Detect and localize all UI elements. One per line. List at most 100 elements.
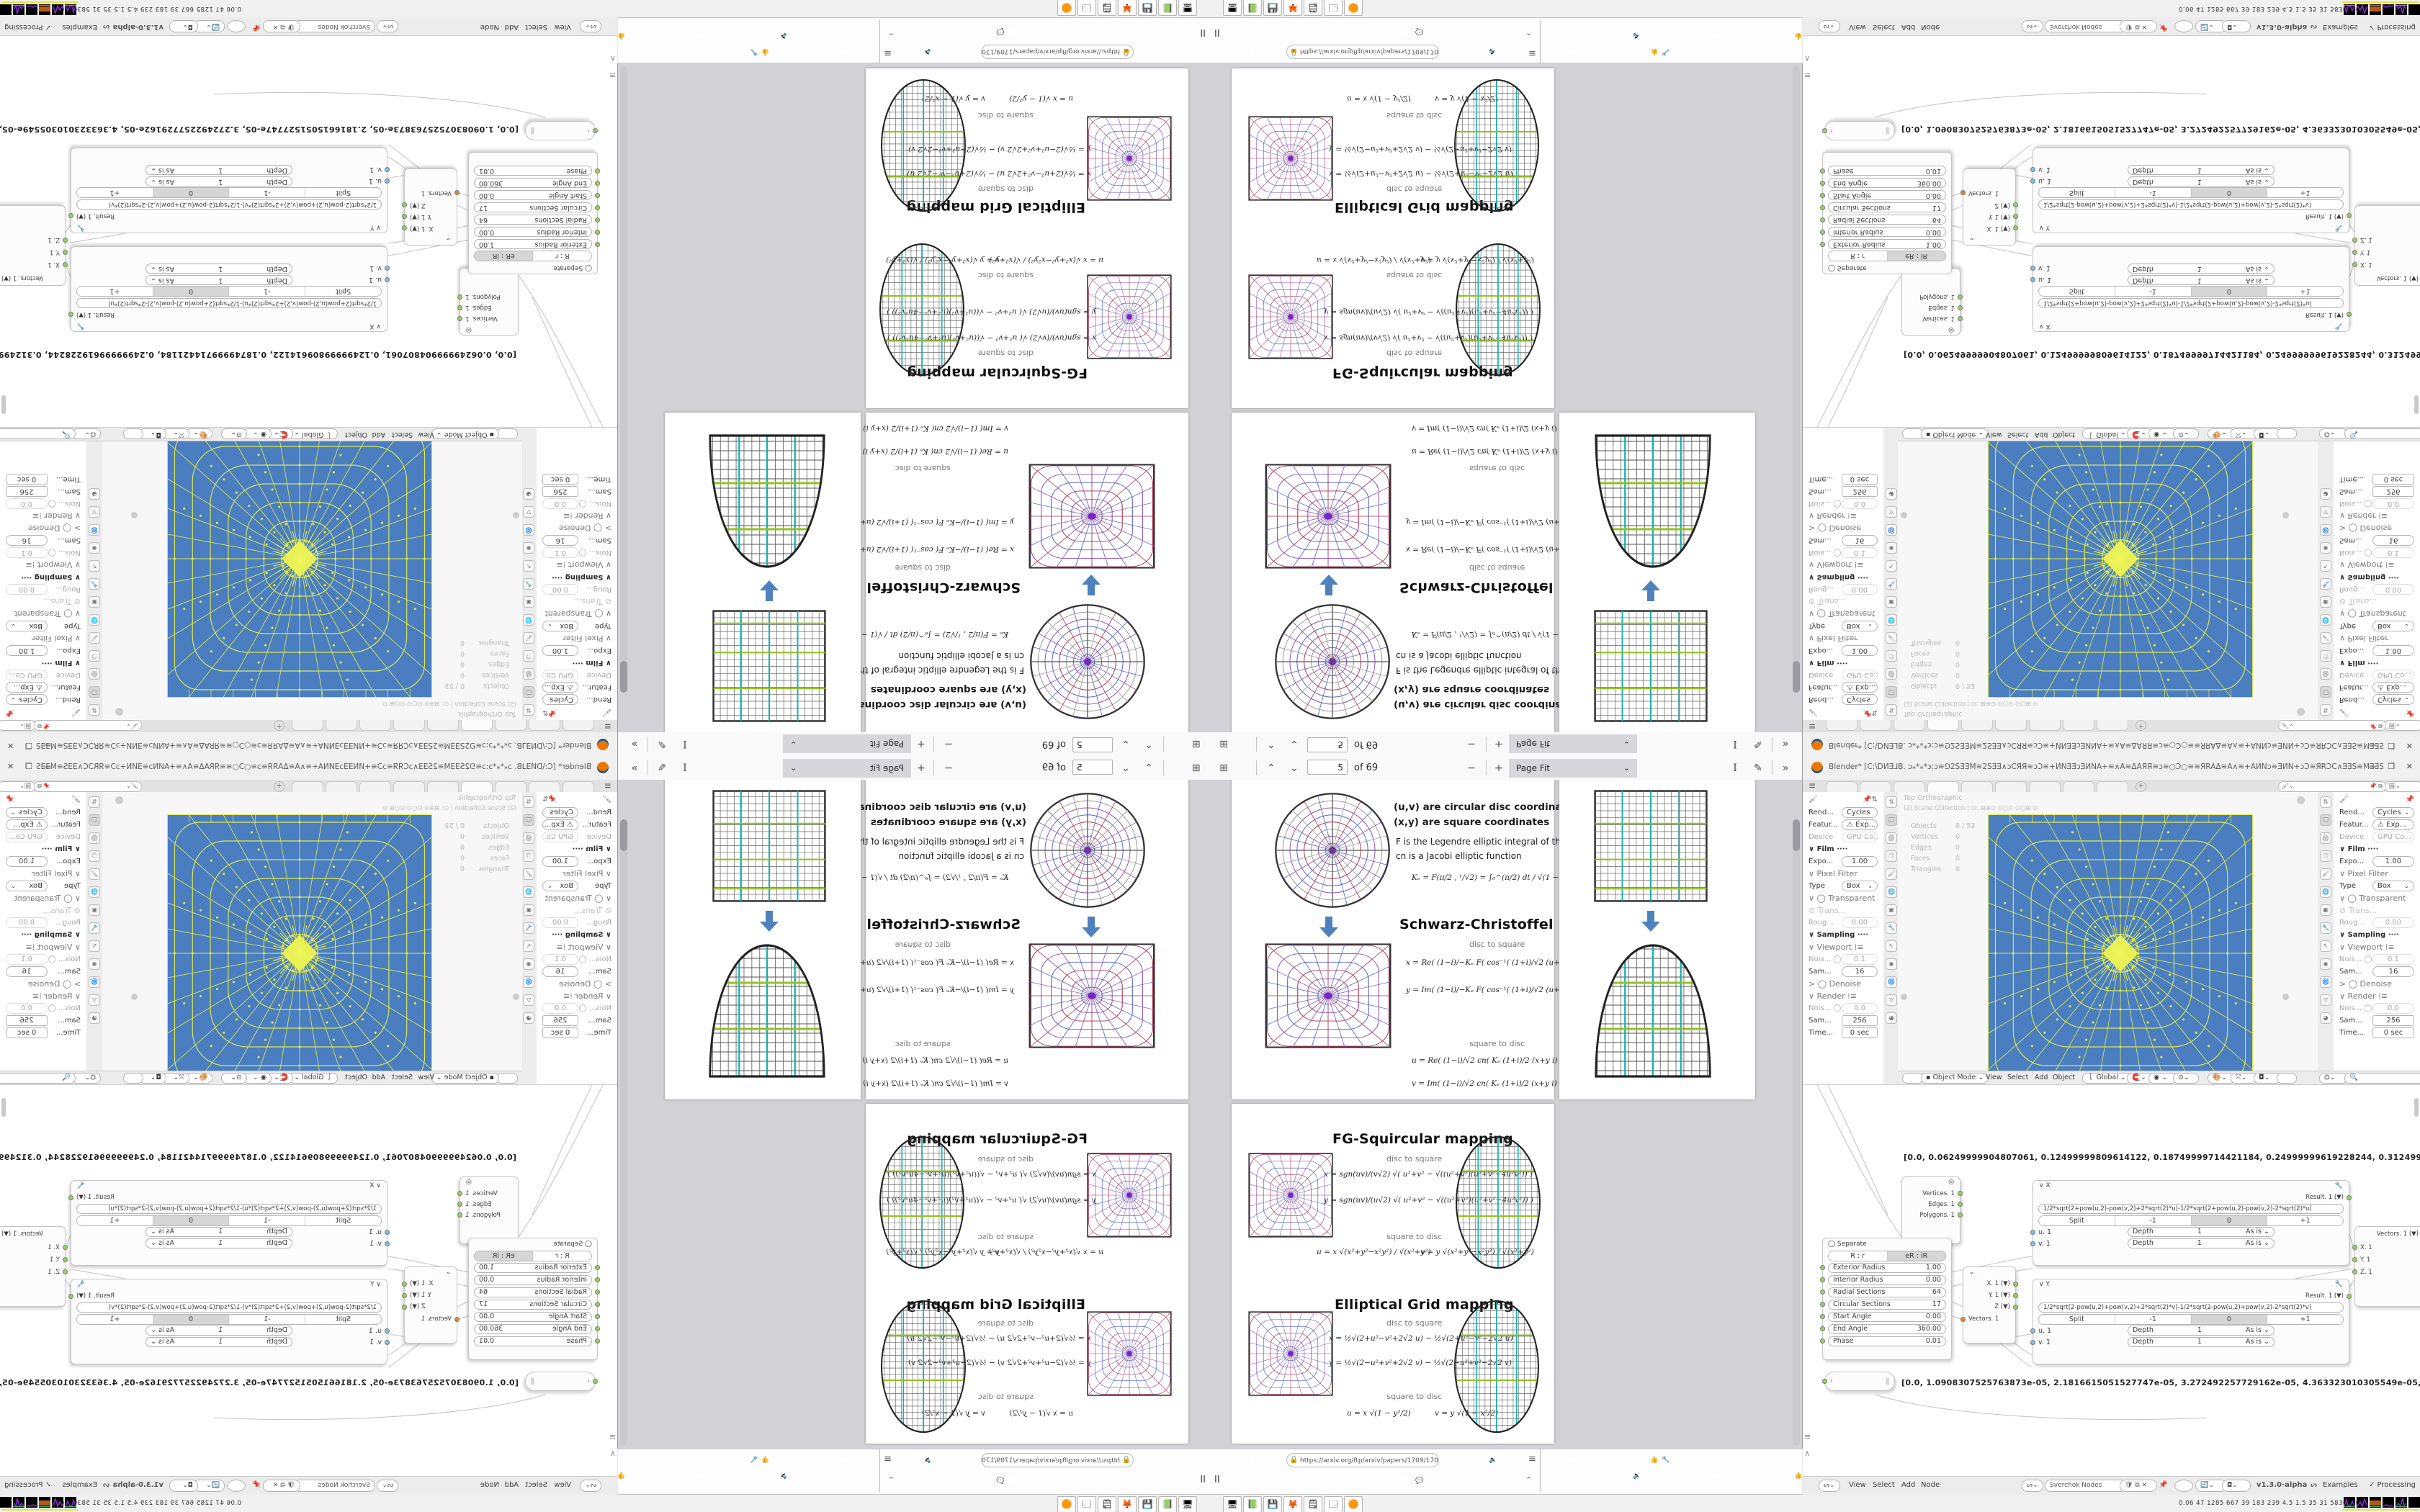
split-row[interactable]: Split -1 0 +1 xyxy=(71,187,387,199)
property-row[interactable]: ∨ Render ⁞≡ xyxy=(2334,510,2420,522)
view-toggle-icon[interactable] xyxy=(2282,994,2289,1000)
input-socket[interactable] xyxy=(595,181,600,186)
extension-icon[interactable]: ⬇ xyxy=(1559,48,1565,55)
zoom-out-icon[interactable]: − xyxy=(1467,738,1476,750)
property-value[interactable]: Box xyxy=(1842,621,1878,631)
socket-v-row[interactable]: v. 1 Depth 1 As is ⌄ xyxy=(71,164,390,176)
property-row[interactable]: Nois... ◯ 0.1 xyxy=(537,953,617,966)
workspace-tab[interactable] xyxy=(1894,720,1925,731)
workspace-tab[interactable] xyxy=(1894,781,1925,792)
constraints-props-icon[interactable]: 🌀 xyxy=(523,976,534,988)
formula-field[interactable]: 1/2*sqrt(2-pow(u,2)+pow(v,2)+2*sqrt(2)*v… xyxy=(2033,199,2349,210)
output-socket[interactable] xyxy=(1958,1191,1963,1196)
output-socket[interactable] xyxy=(1958,1202,1963,1207)
extension-icon[interactable]: + xyxy=(1548,48,1554,55)
modifier-props-icon[interactable]: 🔧 xyxy=(2320,922,2331,934)
collapse-icon[interactable]: ⌃ xyxy=(887,1475,895,1485)
taskbar-app-icon[interactable]: 💾 xyxy=(1263,0,1282,16)
scene-props-icon[interactable]: 🖌 xyxy=(523,632,534,644)
search-field[interactable]: 🔍 xyxy=(2344,428,2420,439)
property-row[interactable]: Expo... 1.00 xyxy=(2334,644,2420,657)
taskbar-app-icon[interactable]: 📗 xyxy=(1243,0,1262,16)
node-output-row[interactable]: Vertices. 1 xyxy=(1902,1188,1963,1199)
input-socket[interactable] xyxy=(2030,1339,2035,1345)
bookmark-icon[interactable]: ☻ xyxy=(1402,1477,1410,1485)
property-value[interactable]: Cycles xyxy=(2372,694,2414,705)
pin-icon[interactable]: 📌 xyxy=(548,795,557,804)
node-slider-row[interactable]: Interior Radius 0.00 xyxy=(1820,1274,1951,1286)
property-row[interactable]: Nois... ◯ 0.1 xyxy=(0,953,86,966)
taskbar-app-icon[interactable]: 📗 xyxy=(1158,0,1177,16)
node-title[interactable]: ∨ X 🔧 xyxy=(71,1181,387,1192)
data-props-icon[interactable]: ▽ xyxy=(89,506,100,518)
property-row[interactable]: Type Box xyxy=(1803,620,1883,632)
property-row[interactable]: Rend... Cycles xyxy=(2334,693,2420,706)
vector-in-node[interactable]: Vectors. 1 (▼) X. 1 Y. 1 Z. 1 xyxy=(2352,1226,2420,1307)
property-row[interactable]: Featur... ⚠ Exp... xyxy=(1803,681,1883,693)
extension-icon[interactable]: 🗑 xyxy=(1725,32,1734,40)
bookmark-icon[interactable]: ✿ xyxy=(1430,1477,1436,1485)
property-row[interactable]: ∨ Sampling ···· xyxy=(537,571,617,583)
input-socket[interactable] xyxy=(63,250,68,255)
extension-icon[interactable]: 👍 xyxy=(761,48,770,55)
formula-node-x[interactable]: ∨ X 🔧 Result. 1 (▼) 1/2*sqrt(2+pow(u,2)-p… xyxy=(68,1180,390,1266)
toolbar-overflow-icon[interactable]: » xyxy=(1782,738,1789,750)
input-socket[interactable] xyxy=(2030,1328,2035,1333)
extension-icon[interactable]: Ⓤ xyxy=(797,1457,804,1464)
extension-icon[interactable]: → xyxy=(1611,32,1617,40)
property-row[interactable]: Nois... ◯ 0.1 xyxy=(0,546,86,559)
node-collapse-icon[interactable]: ⌄ xyxy=(445,1269,451,1276)
input-socket[interactable] xyxy=(595,1302,600,1307)
extension-icon[interactable]: 👍 xyxy=(1650,1457,1659,1464)
modifier-props-icon[interactable]: 🔧 xyxy=(1886,922,1897,934)
property-value[interactable]: 0.00 xyxy=(6,917,48,928)
menu-object[interactable]: Object xyxy=(2053,1074,2075,1081)
node-tree-selector[interactable]: Sverchok Nodes xyxy=(2045,20,2127,32)
node-input-row[interactable]: Y. 1 xyxy=(2352,246,2420,258)
text-select-tool-icon[interactable]: I xyxy=(1733,738,1737,750)
pin-icon[interactable]: 📌 xyxy=(6,708,15,717)
extension-icon[interactable]: A xyxy=(826,1472,832,1480)
property-row[interactable]: > ◯ Denoise xyxy=(0,978,86,990)
search-field[interactable]: 🔍 xyxy=(2344,1073,2420,1084)
extension-icon[interactable]: → xyxy=(803,1472,809,1480)
node-input-row[interactable]: Y. 1 xyxy=(0,1254,68,1266)
text-select-tool-icon[interactable]: I xyxy=(1733,762,1737,774)
tree-type-icon[interactable]: ᔕ⌄ xyxy=(2022,1480,2043,1492)
property-row[interactable]: ⊘ Trans... xyxy=(2334,904,2420,917)
property-row[interactable]: Device GPU Co... xyxy=(2334,831,2420,843)
property-row[interactable]: Featur... ⚠ Exp... xyxy=(0,681,86,693)
property-value[interactable]: 0.0 xyxy=(6,498,48,509)
property-row[interactable]: Nois... ◯ 0.0 xyxy=(0,498,86,510)
page-down-icon[interactable]: ⌄ xyxy=(1121,738,1130,750)
property-row[interactable]: ∨ Viewport ⁞≡ xyxy=(1803,941,1883,953)
property-value[interactable]: Cycles xyxy=(542,694,578,705)
input-socket[interactable] xyxy=(63,238,68,243)
workspace-tab[interactable] xyxy=(1995,720,2027,731)
sidebar-toggle-icon[interactable]: ≡ xyxy=(1804,1432,1811,1441)
url-bar[interactable]: https://arxiv.org/ftp/arxiv/papers/1709/… xyxy=(1286,1453,1439,1467)
pin-icon[interactable]: 📌 xyxy=(2405,795,2414,804)
bookmark-icon[interactable]: ✿ xyxy=(984,1477,990,1485)
extension-icon[interactable]: ⚙ xyxy=(739,1457,746,1464)
zoom-in-icon[interactable]: + xyxy=(917,738,926,750)
menu-select[interactable]: Select xyxy=(391,431,413,438)
taskbar-app-icon[interactable]: 🦊 xyxy=(1283,0,1302,16)
extension-icon[interactable]: ⊕ xyxy=(630,32,636,40)
workspace-tab[interactable] xyxy=(495,781,526,792)
property-value[interactable]: 0.00 xyxy=(542,917,578,928)
particles-props-icon[interactable]: ↖ xyxy=(2320,940,2331,952)
workspace-tab-active[interactable] xyxy=(1927,720,1959,731)
panel-collapse-icon[interactable]: ∧ xyxy=(1804,1449,1811,1458)
hamburger-menu-icon[interactable]: ≡ xyxy=(604,721,611,732)
node-output-row[interactable]: Polygons. 1 xyxy=(1902,292,1963,302)
constraints-props-icon[interactable]: 🌀 xyxy=(89,524,100,536)
extension-icon[interactable]: → xyxy=(947,48,953,55)
property-row[interactable]: > ◯ Denoise xyxy=(1803,978,1883,990)
output-props-icon[interactable]: 🖨 xyxy=(523,668,534,680)
mode-toggle[interactable]: R : r eR : iR xyxy=(1823,1250,1951,1261)
filter-icon[interactable]: ⇅ xyxy=(1871,795,1878,804)
scene-selector[interactable]: 🖌⌄ 📌 ⧉ xyxy=(34,781,142,792)
pdf-scrollbar-track[interactable] xyxy=(620,819,627,1446)
node-collapse-icon[interactable]: ⌄ xyxy=(445,236,451,243)
